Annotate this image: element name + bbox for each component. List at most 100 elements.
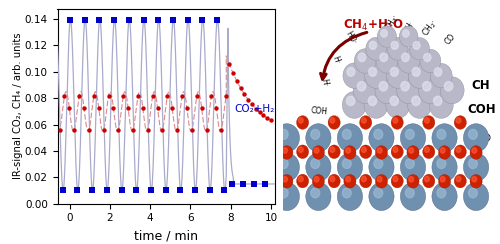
Circle shape (368, 67, 376, 76)
Circle shape (437, 129, 446, 139)
Circle shape (281, 174, 293, 188)
Point (198, 106, 205, 110)
Circle shape (393, 118, 398, 123)
Circle shape (312, 174, 324, 188)
Circle shape (412, 67, 420, 76)
Circle shape (353, 77, 377, 104)
Circle shape (338, 124, 362, 152)
Circle shape (440, 176, 445, 182)
Circle shape (390, 67, 398, 76)
Circle shape (362, 118, 366, 123)
Circle shape (346, 148, 350, 153)
Point (256, 110, 264, 114)
Circle shape (456, 118, 461, 123)
Circle shape (281, 146, 293, 159)
Circle shape (314, 176, 319, 182)
Point (250, 182, 258, 186)
Circle shape (311, 159, 320, 169)
Circle shape (312, 146, 324, 159)
Point (169, 18, 177, 22)
Circle shape (400, 26, 418, 47)
Circle shape (434, 96, 442, 106)
Point (158, 128, 166, 132)
Point (173, 128, 181, 132)
Circle shape (364, 92, 388, 118)
Circle shape (386, 63, 409, 88)
Point (94, 106, 102, 110)
Point (119, 94, 127, 98)
Circle shape (338, 182, 362, 211)
Point (184, 18, 192, 22)
Circle shape (376, 49, 398, 73)
Circle shape (374, 129, 382, 139)
Point (110, 106, 118, 110)
Point (74, 188, 82, 192)
Circle shape (472, 176, 476, 182)
Circle shape (408, 176, 414, 182)
Circle shape (464, 182, 488, 211)
Circle shape (376, 174, 388, 188)
Text: H·: H· (330, 55, 342, 65)
Point (198, 18, 206, 22)
Point (56, 128, 64, 132)
Circle shape (406, 129, 414, 139)
Circle shape (390, 96, 398, 106)
Circle shape (444, 81, 452, 91)
Circle shape (424, 147, 430, 152)
Circle shape (378, 26, 396, 47)
Point (88, 188, 96, 192)
Point (176, 188, 184, 192)
Circle shape (354, 49, 376, 73)
Circle shape (347, 67, 355, 76)
Point (213, 18, 221, 22)
Circle shape (364, 63, 388, 88)
Circle shape (280, 188, 288, 198)
Circle shape (470, 174, 482, 188)
Circle shape (344, 174, 356, 188)
Point (222, 94, 230, 98)
Circle shape (346, 96, 355, 106)
Circle shape (434, 68, 442, 76)
Circle shape (388, 37, 408, 60)
Point (164, 94, 172, 98)
Circle shape (400, 153, 425, 181)
Circle shape (468, 129, 477, 139)
Point (144, 128, 152, 132)
Circle shape (398, 49, 419, 73)
Text: H·: H· (404, 20, 416, 31)
Circle shape (400, 124, 425, 152)
Circle shape (464, 153, 488, 181)
Circle shape (424, 176, 430, 182)
Circle shape (437, 188, 446, 198)
Text: CH: CH (472, 79, 490, 92)
Circle shape (330, 118, 335, 123)
Circle shape (360, 174, 372, 188)
Circle shape (306, 182, 331, 211)
Circle shape (412, 96, 420, 106)
Circle shape (376, 146, 388, 159)
Circle shape (468, 188, 477, 198)
Point (154, 106, 162, 110)
Circle shape (342, 92, 366, 118)
Circle shape (432, 153, 457, 181)
Circle shape (408, 63, 431, 88)
Circle shape (342, 188, 351, 198)
Point (118, 188, 126, 192)
Circle shape (454, 116, 466, 129)
Circle shape (393, 176, 398, 182)
Circle shape (375, 77, 399, 104)
Circle shape (396, 77, 420, 104)
Point (178, 94, 186, 98)
Circle shape (380, 30, 388, 37)
Circle shape (328, 174, 340, 188)
Circle shape (342, 159, 351, 169)
Circle shape (391, 174, 404, 188)
Point (58, 188, 66, 192)
Point (132, 188, 140, 192)
Circle shape (274, 182, 299, 211)
Circle shape (420, 49, 441, 73)
Circle shape (422, 145, 435, 159)
Point (103, 188, 111, 192)
Text: H·: H· (320, 78, 330, 87)
Circle shape (407, 146, 419, 159)
